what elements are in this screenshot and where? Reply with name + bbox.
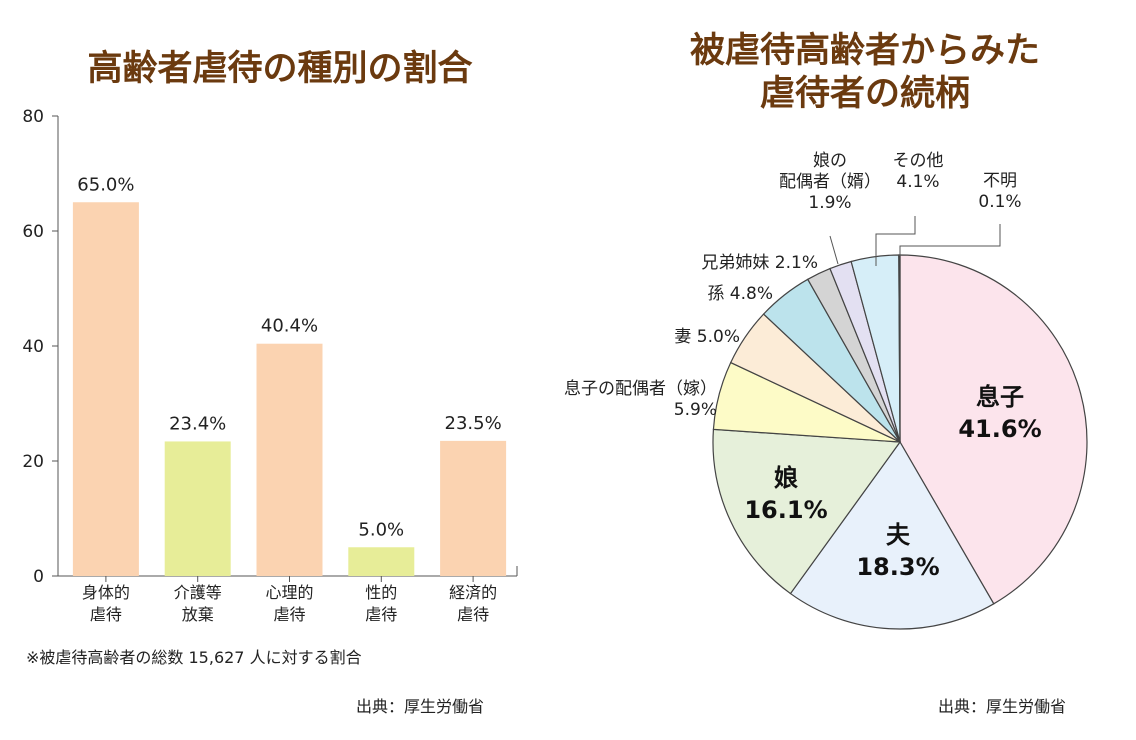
pie-slice-label: その他: [893, 151, 944, 171]
pie-slice-label: 娘: [774, 464, 798, 492]
bar-value-label: 23.4%: [169, 413, 226, 434]
x-tick-label: 心理的: [265, 583, 313, 602]
bar-chart-note: ※被虐待高齢者の総数 15,627 人に対する割合: [26, 648, 362, 667]
y-tick-label: 40: [22, 337, 44, 357]
y-tick-label: 20: [22, 452, 44, 472]
bar: [72, 202, 139, 576]
bar: [348, 547, 415, 576]
pie-slice-label: 孫 4.8%: [707, 284, 773, 304]
bar-chart-title: 高齢者虐待の種別の割合: [87, 49, 473, 89]
pie-slice-label: 息子の配偶者（嫁）: [564, 379, 717, 399]
pie-slice-label: 5.9%: [674, 400, 717, 420]
x-tick-label: 介護等: [174, 583, 222, 602]
pie-slice-label: 兄弟姉妹 2.1%: [701, 253, 818, 273]
pie-slice-label: 息子: [976, 383, 1024, 411]
pie-slice-label: 16.1%: [744, 496, 827, 524]
x-tick-label: 虐待: [273, 605, 305, 624]
pie-chart-source: 出典：厚生労働省: [938, 697, 1067, 716]
bar-chart-source: 出典：厚生労働省: [356, 697, 485, 716]
pie-leader-line: [899, 224, 1001, 256]
pie-slice-label: 妻 5.0%: [674, 327, 740, 347]
x-tick-label: 経済的: [449, 583, 497, 602]
pie-slice-label: 不明: [983, 171, 1017, 191]
x-tick-label: 虐待: [90, 605, 122, 624]
bar-value-label: 23.5%: [445, 413, 502, 434]
bar: [164, 441, 231, 576]
pie-slice-label: 4.1%: [896, 172, 939, 192]
pie-slice: [899, 254, 1088, 605]
pie-slice: [789, 440, 995, 630]
pie-leader-line: [829, 235, 839, 265]
pie-title-line-2: 虐待者の続柄: [759, 74, 970, 114]
pie-title-line-1: 被虐待高齢者からみた: [689, 31, 1040, 71]
pie-slice-label: 0.1%: [978, 192, 1021, 212]
bar-value-label: 65.0%: [77, 174, 134, 195]
x-tick-label: 身体的: [82, 583, 130, 602]
x-tick-label: 放棄: [182, 605, 214, 624]
bar: [256, 343, 323, 576]
pie-slice: [712, 428, 902, 595]
x-tick-label: 性的: [365, 583, 397, 602]
pie-leader-line: [875, 216, 916, 266]
pie-slice-label: 夫: [886, 521, 911, 549]
x-tick-label: 虐待: [457, 605, 489, 624]
pie-slice-label: 18.3%: [856, 553, 939, 581]
y-tick-label: 0: [33, 567, 44, 587]
pie-slice-label: 41.6%: [958, 415, 1041, 443]
y-tick-label: 60: [22, 222, 44, 242]
pie-slice-label: 配偶者（婿）: [779, 172, 881, 192]
pie-slice-label: 1.9%: [808, 193, 851, 213]
bar: [440, 440, 507, 576]
y-tick-label: 80: [22, 107, 44, 127]
x-tick-label: 虐待: [365, 605, 397, 624]
bar-value-label: 40.4%: [261, 316, 318, 337]
pie-slice-label: 娘の: [813, 151, 847, 171]
bar-value-label: 5.0%: [358, 519, 404, 540]
pie-chart-title: 被虐待高齢者からみた 虐待者の続柄: [640, 30, 1090, 116]
